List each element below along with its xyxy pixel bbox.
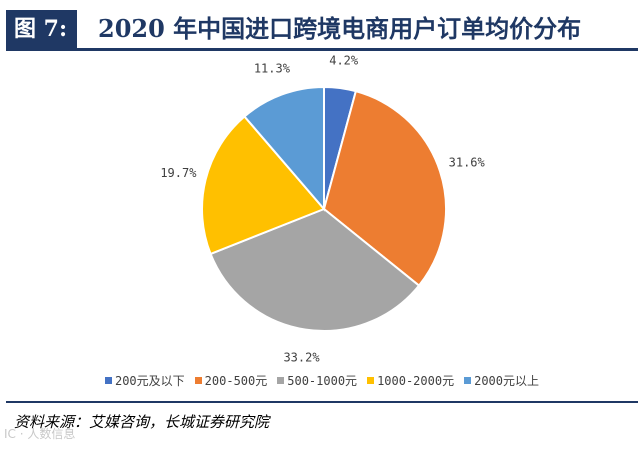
data-label: 31.6% [449, 156, 486, 170]
data-label: 19.7% [160, 166, 197, 180]
pie-slice [322, 89, 447, 287]
figure-label: 图 7: [6, 10, 78, 48]
legend-item: 200元及以下 [104, 372, 185, 389]
legend-item: 200-500元 [194, 372, 268, 389]
footer-divider [6, 401, 638, 403]
data-label: 11.3% [254, 61, 291, 75]
watermark: IC · 人数信息 [4, 427, 76, 441]
legend-swatch [277, 377, 285, 384]
legend-label: 200元及以下 [114, 374, 185, 388]
source-note: 资料来源：艾媒咨询，长城证券研究院 [14, 413, 270, 431]
legend-item: 1000-2000元 [367, 372, 454, 389]
legend-item: 2000元以上 [464, 372, 539, 389]
legend-swatch [104, 377, 112, 384]
data-label: 33.2% [283, 350, 320, 364]
legend-swatch [464, 377, 472, 384]
pie-slice [201, 115, 326, 256]
pie-slice [243, 85, 325, 212]
data-label: 4.2% [329, 53, 359, 67]
legend-label: 200-500元 [204, 374, 268, 388]
pie-slice [209, 207, 421, 332]
title-bar: 图 7: 2020 年中国进口跨境电商用户订单均价分布 [6, 10, 638, 48]
pie-chart-svg: 4.2% 31.6% 33.2% 19.7% 11.3% [160, 53, 486, 364]
pie-chart: 4.2% 31.6% 33.2% 19.7% 11.3% [0, 52, 644, 397]
title-divider [6, 48, 638, 51]
legend-item: 500-1000元 [277, 372, 357, 389]
legend-label: 500-1000元 [287, 374, 358, 388]
legend-label: 2000元以上 [474, 374, 539, 388]
chart-legend: 200元及以下 200-500元 500-1000元 1000-2000元 2000元以… [0, 372, 644, 389]
legend-swatch [367, 377, 375, 384]
legend-swatch [194, 377, 202, 384]
page-title: 2020 年中国进口跨境电商用户订单均价分布 [98, 14, 582, 43]
legend-label: 1000-2000元 [377, 374, 455, 388]
